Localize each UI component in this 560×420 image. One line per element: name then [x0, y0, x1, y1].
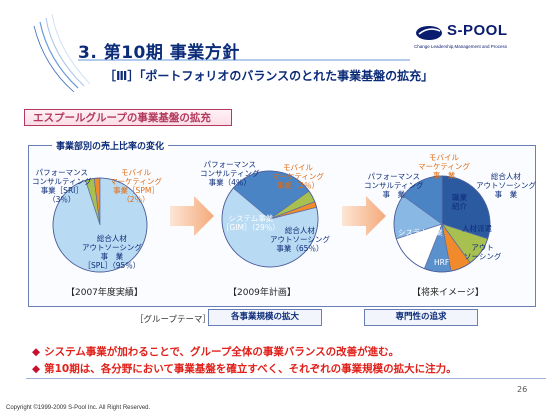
chart2-perf-label: パフォーマンス コンサルティング 事業（4％）	[200, 160, 260, 187]
chart3-mobile-label: モバイル マーケティング 事 業	[418, 153, 470, 180]
chart2-hr-label: 総合人材 アウトソーシング 事業（65％）	[270, 226, 330, 253]
theme-box-scale: 各事業規模の拡大	[208, 309, 322, 326]
logo-name: S-POOL	[447, 22, 508, 39]
logo-mark-icon	[416, 26, 442, 40]
logo-tagline: Change Leadership,Management and Process	[414, 44, 508, 49]
diamond-bullet-icon: ◆	[32, 363, 41, 375]
panel-label: 事業部別の売上比率の変化	[52, 139, 169, 152]
pie-outline	[393, 175, 491, 273]
pie-outline	[52, 177, 148, 273]
chart3-hr-label: 総合人材 アウトソーシング 事 業	[476, 172, 536, 199]
chart1-mobile-label: モバイル マーケティング 事業［SPM］ （2％）	[110, 168, 162, 204]
bullet-1: ◆ システム事業が加わることで、グループ全体の事業バランスの改善が進む。	[32, 346, 400, 358]
chart3-perf-label: パフォーマンス コンサルティング 事 業	[364, 172, 424, 199]
right-arrow-icon	[342, 196, 386, 236]
group-theme-label: ［グループテーマ］	[135, 315, 211, 325]
diamond-bullet-icon: ◆	[32, 346, 41, 358]
page-title: 3. 第10期 事業方針	[78, 43, 240, 63]
chart3-haken-label: 人材派遣	[462, 224, 492, 233]
company-logo: S-POOL Change Leadership,Management and …	[414, 22, 550, 62]
chart3-hrf-label: HRF	[434, 258, 450, 267]
chart3-shokai-label: 職業 紹介	[452, 193, 467, 211]
right-arrow-icon	[170, 196, 214, 236]
title-decoration	[33, 13, 410, 93]
chart1-perf-label: パフォーマンス コンサルティング 事業［SRI］ （3％）	[32, 168, 92, 204]
section-label: エスプールグループの事業基盤の拡充	[24, 109, 232, 126]
chart1-hr-label: 総合人材 アウトソーシング 事 業 ［SPL］（95％）	[82, 234, 142, 270]
pie-outline	[221, 170, 319, 268]
chart2-mobile-label: モバイル マーケティング 事業（2％）	[272, 163, 324, 190]
theme-box-expertise: 専門性の追求	[364, 309, 478, 326]
footer-divider	[26, 378, 546, 379]
copyright: Copyright ©1999-2009 S-Pool Inc. All Rig…	[6, 405, 151, 411]
page-subtitle: ［Ⅲ］「ポートフォリオのバランスのとれた事業基盤の拡充」	[104, 69, 434, 83]
chart3-system-label: システム事業	[398, 228, 443, 237]
chart2-caption: 【2009年計画】	[228, 288, 296, 298]
bullet-2: ◆ 第10期は、各分野において事業基盤を確立すべく、それぞれの事業規模の拡大に注力…	[32, 363, 457, 375]
page-number: 26	[517, 385, 528, 394]
chart1-caption: 【2007年度実績】	[66, 288, 143, 298]
chart2-system-label: システム事業 ［GIM］（29％）	[222, 214, 280, 232]
chart3-caption: 【将来イメージ】	[412, 288, 484, 298]
chart3-outsourcing-label: アウト ソーシング	[464, 243, 502, 261]
